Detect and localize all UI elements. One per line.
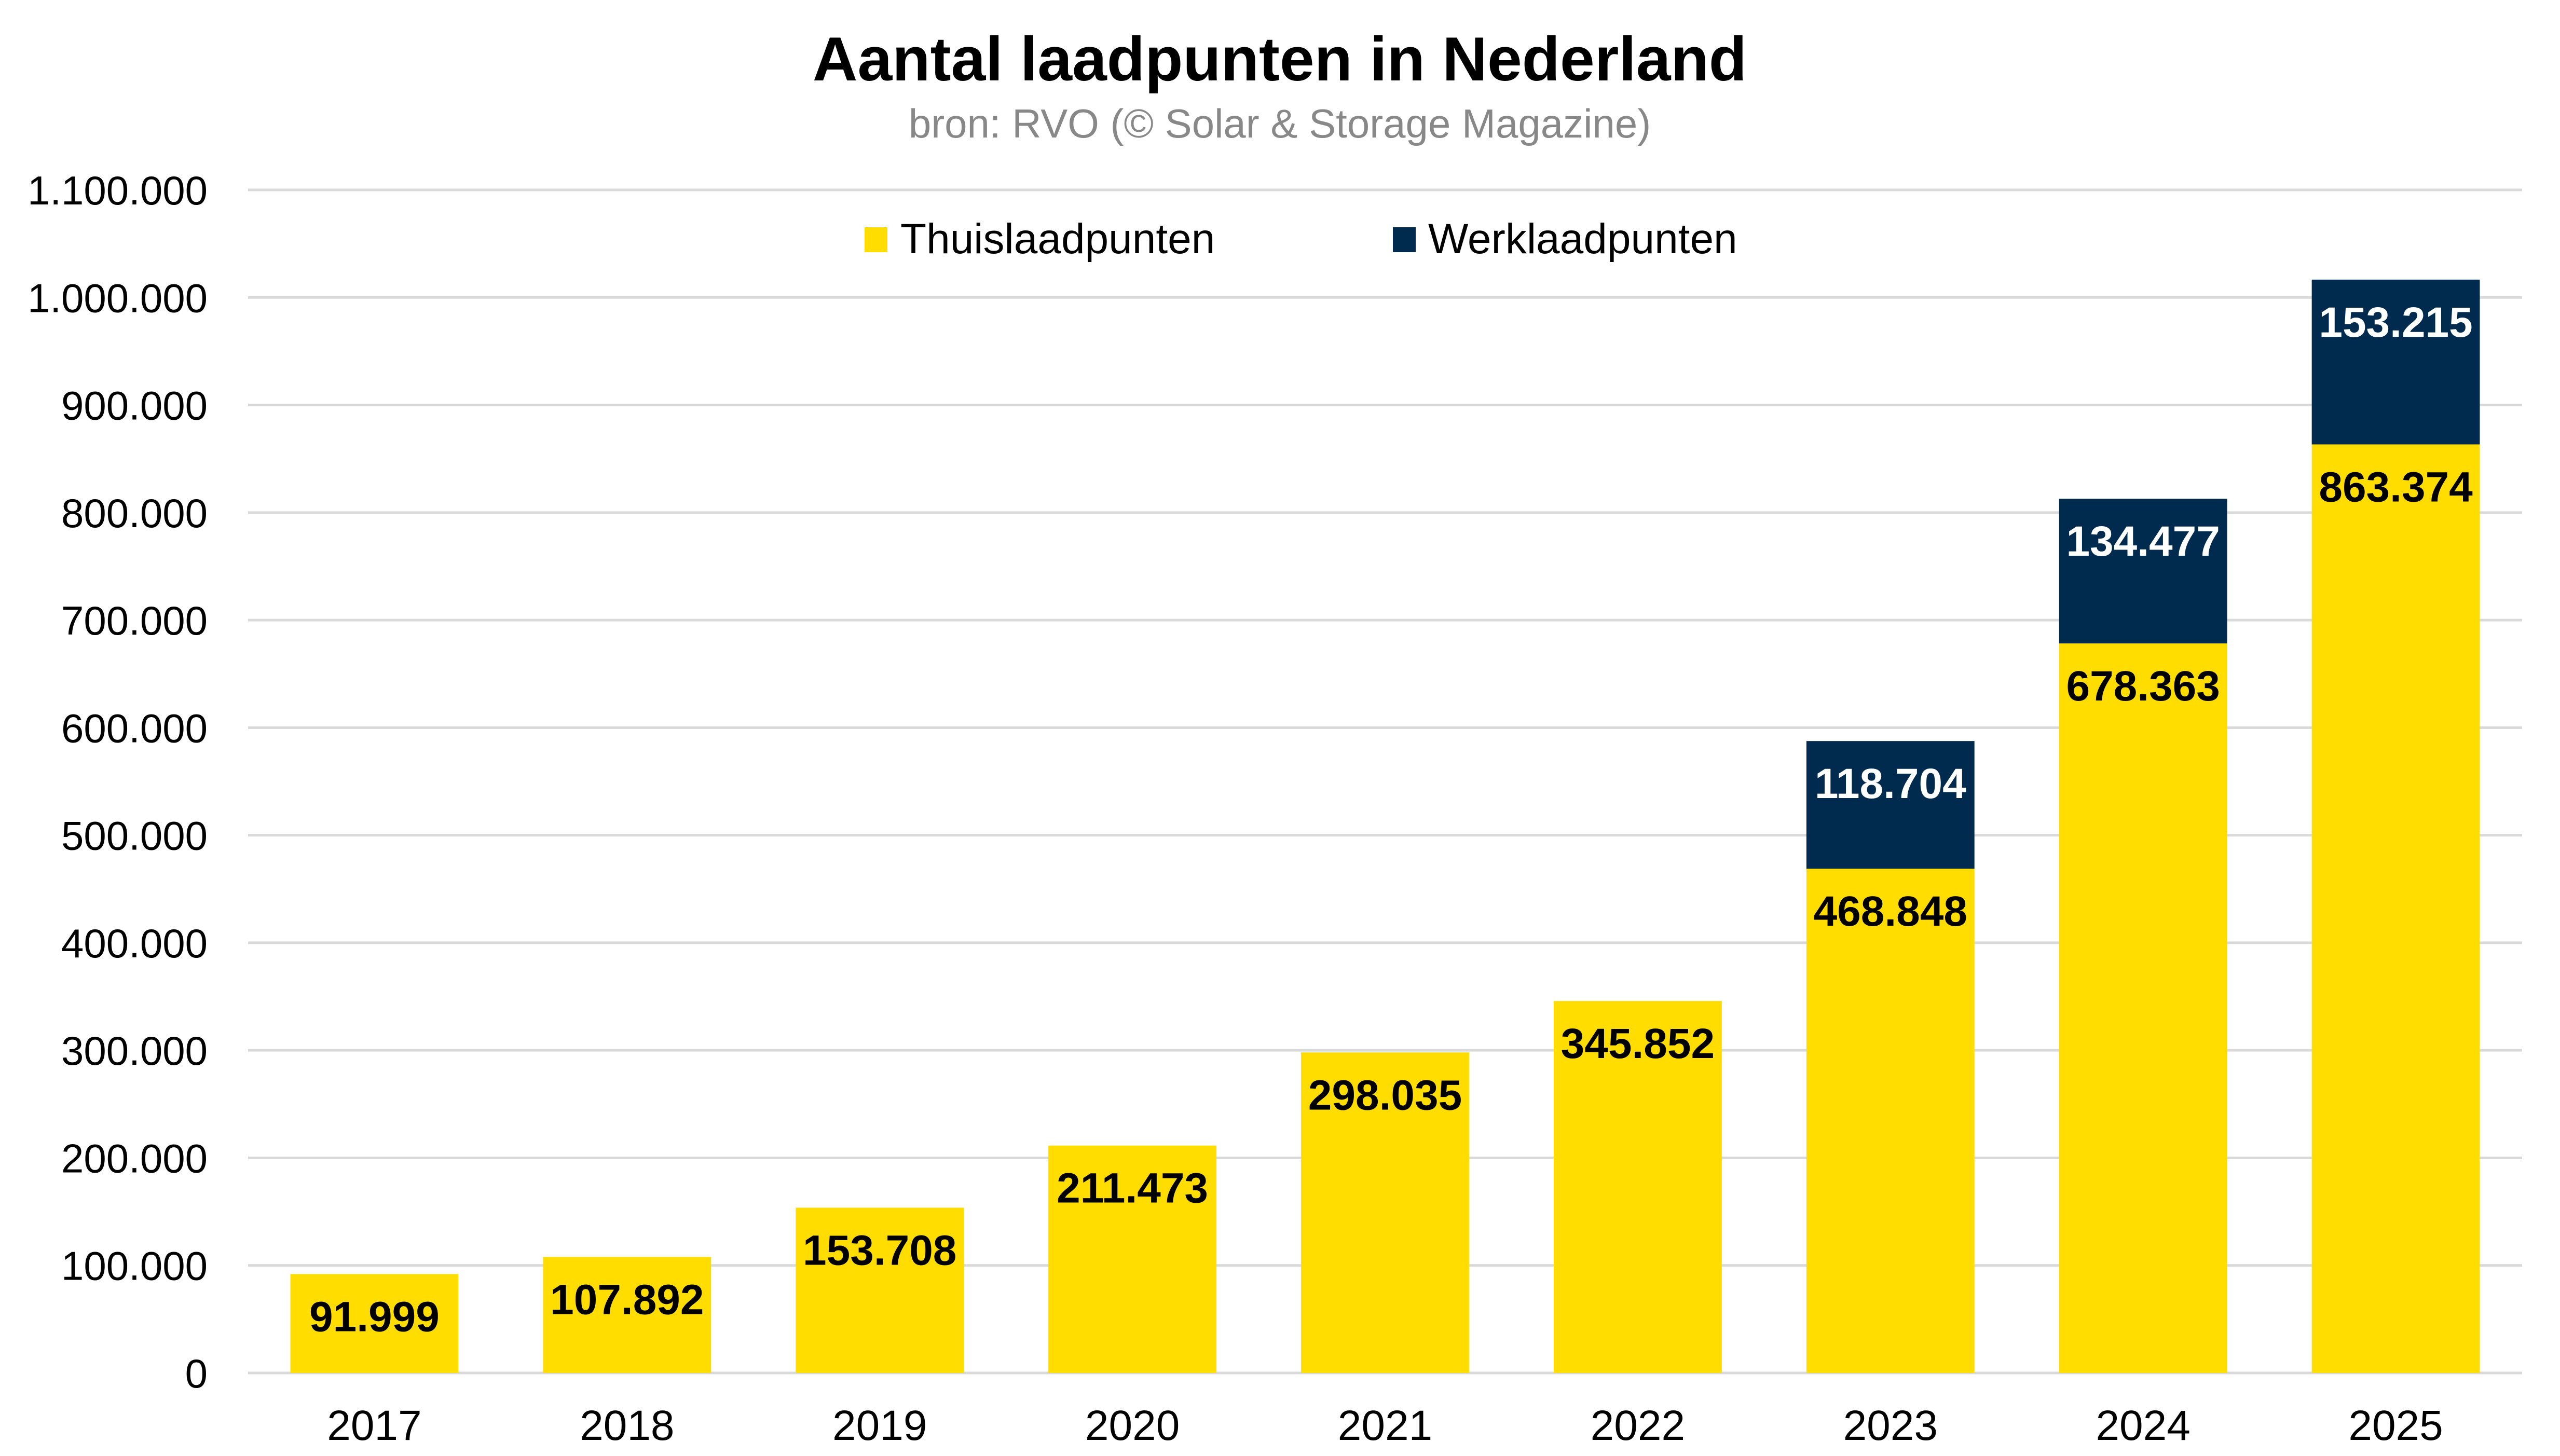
bar-thuislaadpunten-2020	[1048, 1145, 1217, 1373]
data-label-werklaadpunten-2024: 134.477	[2066, 518, 2220, 565]
bar-thuislaadpunten-2024	[2059, 643, 2227, 1373]
x-tick-label: 2025	[2348, 1402, 2443, 1449]
data-label-thuislaadpunten-2020: 211.473	[1057, 1165, 1208, 1212]
y-tick-label: 400.000	[61, 921, 208, 966]
bar-thuislaadpunten-2021	[1301, 1052, 1469, 1373]
y-tick-label: 800.000	[61, 490, 208, 536]
bar-thuislaadpunten-2022	[1553, 1001, 1722, 1373]
y-tick-label: 600.000	[61, 705, 208, 751]
x-tick-label: 2023	[1843, 1402, 1938, 1449]
y-tick-label: 100.000	[61, 1243, 208, 1289]
x-tick-label: 2022	[1591, 1402, 1685, 1449]
y-tick-label: 200.000	[61, 1135, 208, 1181]
chart-subtitle: bron: RVO (© Solar & Storage Magazine)	[909, 101, 1651, 146]
x-tick-label: 2017	[327, 1402, 421, 1449]
data-label-thuislaadpunten-2025: 863.374	[2319, 463, 2473, 511]
data-label-thuislaadpunten-2024: 678.363	[2066, 663, 2220, 710]
y-tick-label: 1.000.000	[28, 275, 208, 321]
legend-label-thuislaadpunten: Thuislaadpunten	[900, 215, 1215, 263]
legend-swatch-werklaadpunten	[1393, 227, 1416, 252]
y-tick-label: 700.000	[61, 598, 208, 643]
y-tick-label: 1.100.000	[28, 168, 208, 213]
data-labels: 91.999 107.892 153.708 211.473 298.035 345.85…	[309, 299, 2473, 1340]
data-label-thuislaadpunten-2018: 107.892	[550, 1276, 704, 1323]
x-tick-label: 2020	[1085, 1402, 1180, 1449]
data-label-thuislaadpunten-2017: 91.999	[309, 1293, 440, 1340]
bar-werklaadpunten-2024	[2059, 499, 2227, 643]
y-tick-label: 300.000	[61, 1028, 208, 1074]
bar-thuislaadpunten-2025	[2311, 444, 2480, 1373]
y-tick-label: 500.000	[61, 813, 208, 859]
bars	[290, 279, 2480, 1373]
bar-thuislaadpunten-2023	[1806, 869, 1975, 1373]
x-axis-ticks: 2017 2018 2019 2020 2021 2022 2023 2024 2025	[327, 1402, 2443, 1449]
y-tick-label: 900.000	[61, 383, 208, 429]
data-label-werklaadpunten-2025: 153.215	[2319, 299, 2472, 346]
x-tick-label: 2018	[580, 1402, 674, 1449]
data-label-thuislaadpunten-2021: 298.035	[1308, 1072, 1462, 1119]
bar-thuislaadpunten-2017	[290, 1274, 459, 1373]
chart-title: Aantal laadpunten in Nederland	[813, 24, 1747, 94]
x-tick-label: 2024	[2096, 1402, 2190, 1449]
legend-swatch-thuislaadpunten	[865, 227, 887, 252]
data-label-thuislaadpunten-2022: 345.852	[1561, 1020, 1715, 1067]
bar-werklaadpunten-2023	[1806, 741, 1975, 869]
bar-werklaadpunten-2025	[2311, 279, 2480, 445]
data-label-thuislaadpunten-2023: 468.848	[1814, 888, 1967, 935]
data-label-werklaadpunten-2023: 118.704	[1815, 760, 1966, 807]
data-label-thuislaadpunten-2019: 153.708	[803, 1227, 956, 1274]
legend-label-werklaadpunten: Werklaadpunten	[1428, 215, 1737, 263]
legend: Thuislaadpunten Werklaadpunten	[865, 215, 1737, 263]
bar-thuislaadpunten-2019	[796, 1207, 964, 1373]
y-axis-ticks: 0 100.000 200.000 300.000 400.000 500.000 600.…	[28, 168, 208, 1396]
y-tick-label: 0	[185, 1351, 208, 1396]
bar-thuislaadpunten-2018	[543, 1257, 711, 1373]
x-tick-label: 2021	[1338, 1402, 1432, 1449]
x-tick-label: 2019	[832, 1402, 927, 1449]
